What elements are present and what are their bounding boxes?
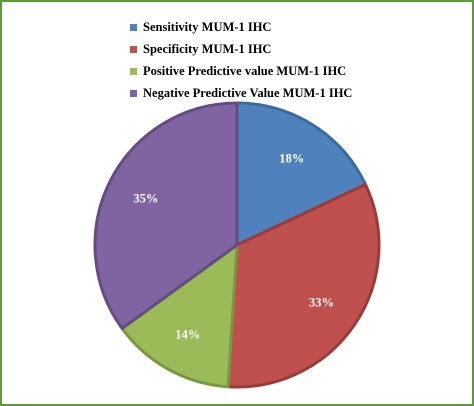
legend-swatch-specificity: [130, 45, 137, 53]
pie-slice-ppv: [120, 243, 239, 389]
legend-item-sensitivity: Sensitivity MUM-1 IHC: [130, 16, 352, 38]
legend-label-ppv: Positive Predictive value MUM-1 IHC: [143, 63, 347, 78]
legend-swatch-npv: [130, 89, 137, 97]
legend-label-specificity: Specificity MUM-1 IHC: [143, 41, 272, 56]
pie-slice-npv: [93, 101, 239, 330]
pie-label-ppv: 14%: [175, 328, 200, 342]
pie-label-npv: 35%: [133, 192, 158, 206]
legend-item-specificity: Specificity MUM-1 IHC: [130, 38, 352, 60]
pie-label-sensitivity: 18%: [279, 152, 304, 166]
legend-item-ppv: Positive Predictive value MUM-1 IHC: [130, 60, 352, 82]
legend-label-sensitivity: Sensitivity MUM-1 IHC: [143, 19, 272, 34]
legend-label-npv: Negative Predictive Value MUM-1 IHC: [143, 85, 353, 100]
legend-swatch-sensitivity: [130, 23, 137, 31]
legend-item-npv: Negative Predictive Value MUM-1 IHC: [130, 82, 352, 104]
chart-legend: Sensitivity MUM-1 IHC Specificity MUM-1 …: [130, 16, 352, 104]
pie-slice-specificity: [226, 183, 381, 389]
pie-slice-sensitivity: [235, 101, 367, 247]
pie-label-specificity: 33%: [309, 295, 334, 309]
legend-swatch-ppv: [130, 67, 137, 75]
